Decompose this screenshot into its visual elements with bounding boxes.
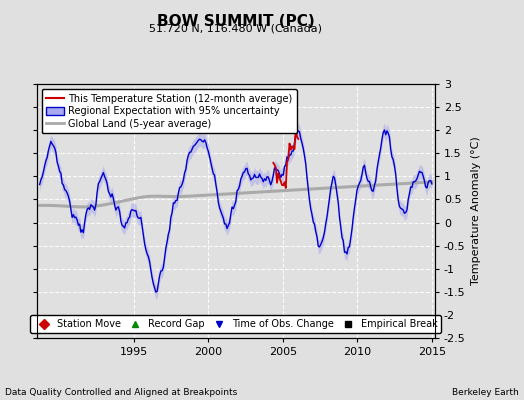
Y-axis label: Temperature Anomaly (°C): Temperature Anomaly (°C) [471,137,481,285]
Legend: Station Move, Record Gap, Time of Obs. Change, Empirical Break: Station Move, Record Gap, Time of Obs. C… [30,315,441,333]
Text: Berkeley Earth: Berkeley Earth [452,388,519,397]
Text: 51.720 N, 116.480 W (Canada): 51.720 N, 116.480 W (Canada) [149,23,322,33]
Text: Data Quality Controlled and Aligned at Breakpoints: Data Quality Controlled and Aligned at B… [5,388,237,397]
Text: BOW SUMMIT (PC): BOW SUMMIT (PC) [157,14,315,29]
